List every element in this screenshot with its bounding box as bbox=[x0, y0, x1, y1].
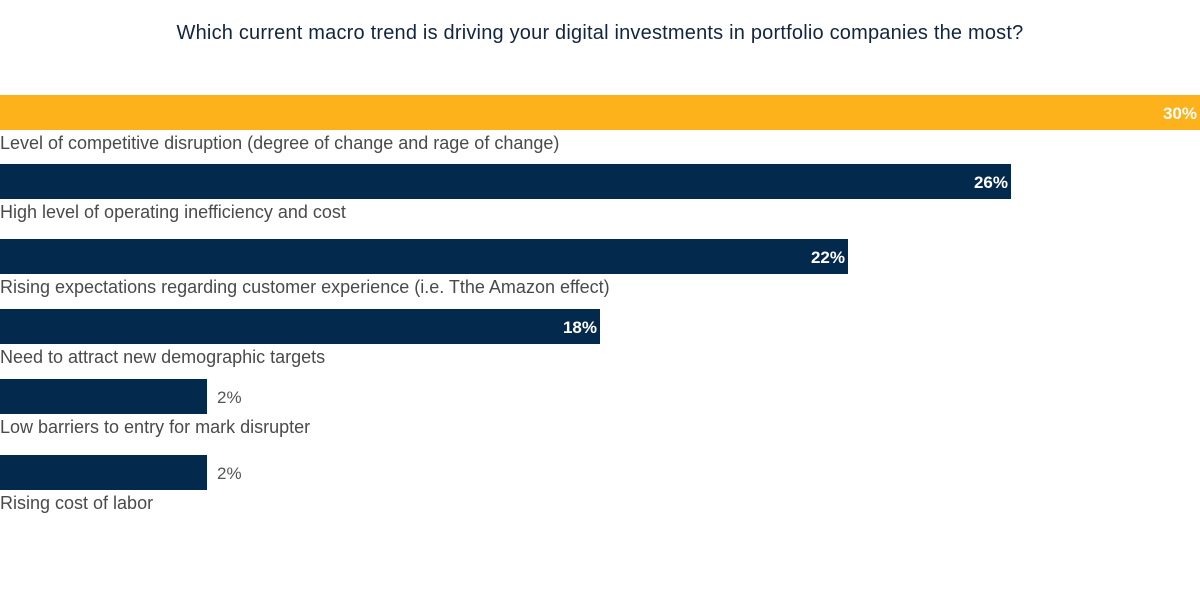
category-label-4: Need to attract new demographic targets bbox=[0, 347, 325, 367]
bar-5 bbox=[0, 379, 207, 414]
category-label-6: Rising cost of labor bbox=[0, 493, 153, 513]
bar-3 bbox=[0, 239, 848, 274]
category-label-3: Rising expectations regarding customer e… bbox=[0, 277, 610, 297]
value-label-5: 2% bbox=[217, 388, 242, 407]
category-label-1: Level of competitive disruption (degree … bbox=[0, 133, 559, 153]
value-label-1: 30% bbox=[1163, 104, 1197, 123]
value-label-4: 18% bbox=[563, 318, 597, 337]
bar-4 bbox=[0, 309, 600, 344]
category-label-5: Low barriers to entry for mark disrupter bbox=[0, 417, 310, 437]
bar-1 bbox=[0, 95, 1200, 130]
value-label-2: 26% bbox=[974, 173, 1008, 192]
bar-6 bbox=[0, 455, 207, 490]
chart-title: Which current macro trend is driving you… bbox=[176, 22, 1024, 44]
value-label-6: 2% bbox=[217, 464, 242, 483]
bar-2 bbox=[0, 164, 1011, 199]
value-label-3: 22% bbox=[811, 248, 845, 267]
category-label-2: High level of operating inefficiency and… bbox=[0, 202, 346, 222]
